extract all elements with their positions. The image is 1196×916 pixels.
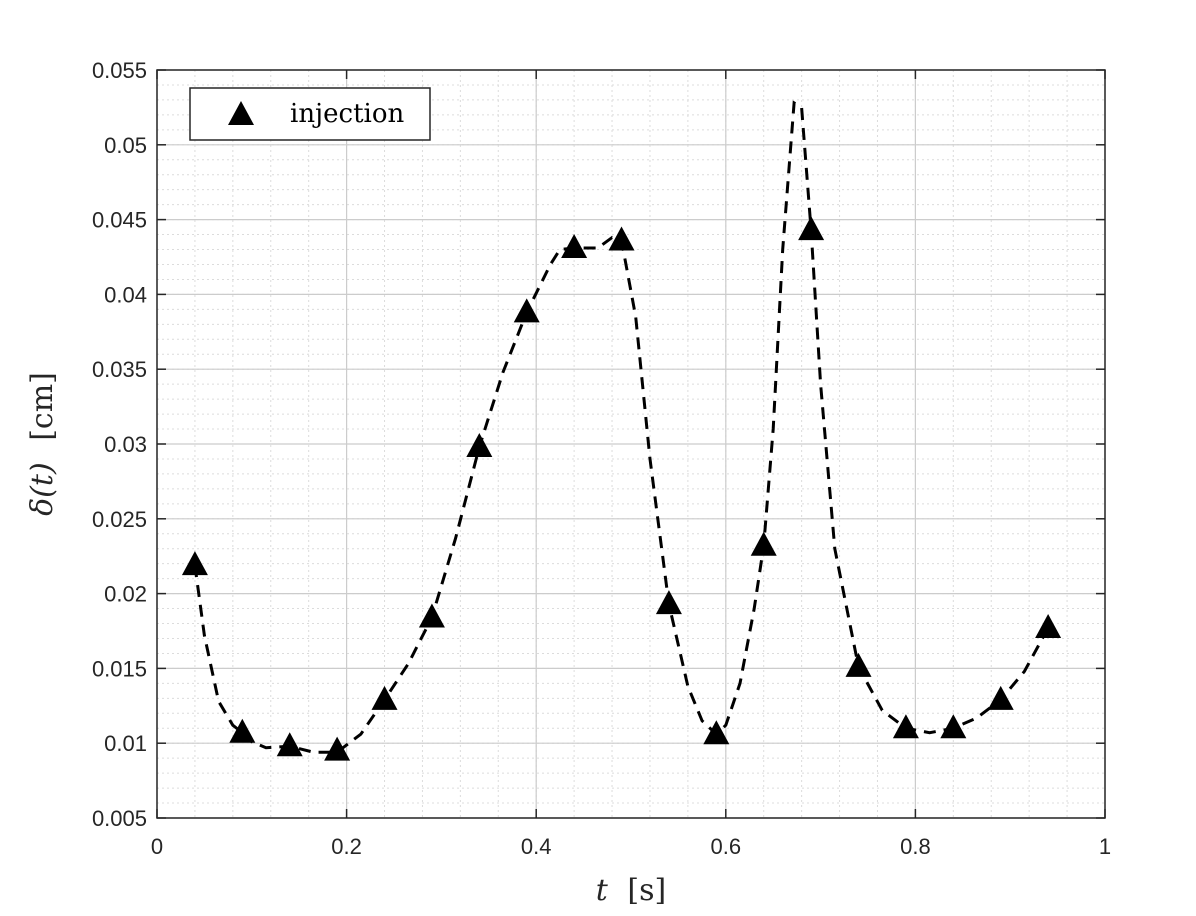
data-point-triangle bbox=[276, 732, 303, 757]
data-point-triangle bbox=[892, 714, 919, 739]
data-point-triangle bbox=[229, 718, 256, 743]
fit-curve-dashed bbox=[193, 100, 1050, 754]
y-tick-label: 0.015 bbox=[92, 656, 147, 681]
y-tick-label: 0.055 bbox=[92, 58, 147, 83]
x-tick-label: 1 bbox=[1099, 834, 1111, 859]
data-markers bbox=[181, 216, 1062, 761]
y-axis-label: δ(t) [cm] bbox=[25, 372, 60, 516]
x-tick-label: 0.6 bbox=[711, 834, 742, 859]
y-axis-variable: δ(t) bbox=[25, 462, 60, 516]
legend-box bbox=[189, 87, 431, 141]
data-point-triangle bbox=[845, 652, 872, 677]
data-point-triangle bbox=[561, 234, 588, 259]
y-tick-label: 0.03 bbox=[104, 432, 147, 457]
x-axis-variable: t bbox=[596, 873, 609, 908]
y-axis-unit: [cm] bbox=[25, 372, 60, 441]
data-point-triangle bbox=[513, 298, 540, 323]
data-point-triangle bbox=[418, 603, 445, 628]
x-tick-label: 0.4 bbox=[521, 834, 552, 859]
data-point-triangle bbox=[703, 720, 730, 745]
y-tick-label: 0.01 bbox=[104, 731, 147, 756]
y-tick-label: 0.035 bbox=[92, 357, 147, 382]
x-tick-labels: 0 0.2 0.4 0.6 0.8 1 bbox=[151, 834, 1111, 859]
x-tick-label: 0.8 bbox=[900, 834, 931, 859]
legend-triangle-icon bbox=[228, 101, 254, 125]
data-point-triangle bbox=[608, 226, 635, 251]
y-tick-label: 0.02 bbox=[104, 582, 147, 607]
data-point-triangle bbox=[940, 714, 967, 739]
y-tick-label: 0.04 bbox=[104, 282, 147, 307]
x-axis-label: t [s] bbox=[596, 873, 666, 908]
axis-ticks bbox=[156, 69, 1106, 819]
legend-label: injection bbox=[290, 99, 404, 129]
y-tick-label: 0.025 bbox=[92, 507, 147, 532]
data-point-triangle bbox=[987, 685, 1014, 710]
data-point-triangle bbox=[324, 736, 351, 761]
y-tick-label: 0.045 bbox=[92, 208, 147, 233]
y-tick-label: 0.05 bbox=[104, 133, 147, 158]
data-point-triangle bbox=[371, 685, 398, 710]
data-point-triangle bbox=[750, 531, 777, 556]
legend: injection bbox=[189, 87, 431, 141]
data-point-triangle bbox=[798, 216, 825, 241]
data-point-triangle bbox=[655, 590, 682, 615]
x-axis-unit: [s] bbox=[627, 873, 666, 908]
data-point-triangle bbox=[181, 551, 208, 576]
y-tick-label: 0.005 bbox=[92, 806, 147, 831]
data-point-triangle bbox=[1035, 614, 1062, 639]
x-tick-label: 0 bbox=[151, 834, 163, 859]
x-tick-label: 0.2 bbox=[331, 834, 362, 859]
data-point-triangle bbox=[466, 432, 493, 457]
y-tick-labels: 0.005 0.01 0.015 0.02 0.025 0.03 0.035 0.04 0.04… bbox=[92, 58, 147, 831]
